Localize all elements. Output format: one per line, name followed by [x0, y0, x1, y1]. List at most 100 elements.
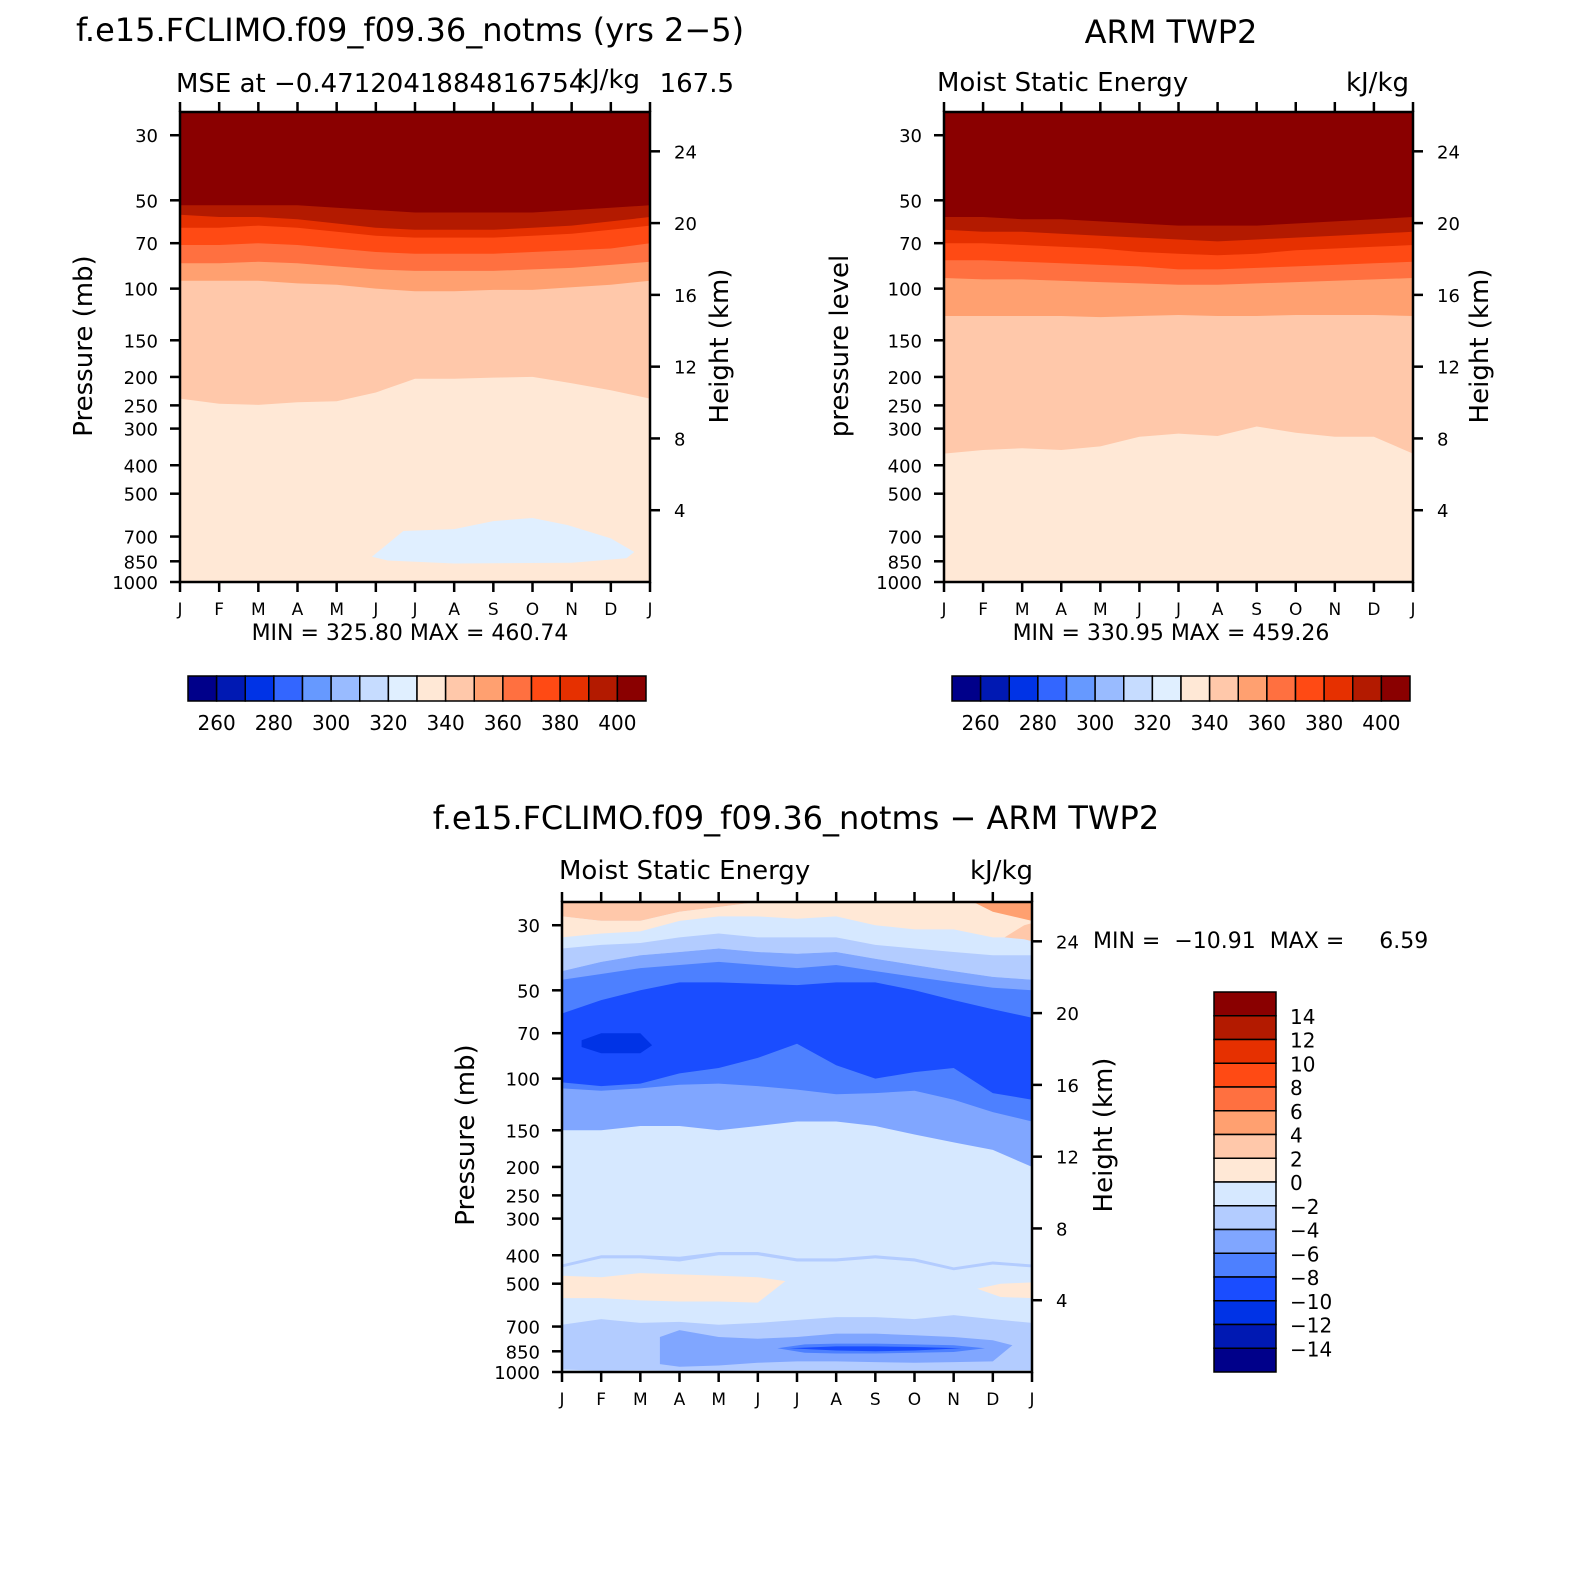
x-tick-label: J	[940, 600, 946, 620]
colorbar-label: 380	[1305, 711, 1343, 735]
colorbar-label: 360	[484, 711, 522, 735]
y-tick-label: 500	[506, 1275, 540, 1296]
panel-obs-ylabel: pressure level	[825, 255, 855, 437]
panel-model-ylabel-right: Height (km)	[705, 269, 735, 424]
plot-fill	[562, 902, 1032, 1372]
x-tick-label: A	[448, 600, 460, 620]
plot-frame	[934, 102, 1423, 592]
height-tick-label: 8	[674, 429, 685, 450]
colorbar-cell	[473, 675, 504, 702]
x-tick-label: D	[986, 1390, 999, 1410]
colorbar-cell	[1151, 675, 1182, 702]
panel-model-stats: MIN = 325.80 MAX = 460.74	[252, 621, 569, 646]
x-tick-label: J	[411, 600, 417, 620]
y-tick-label: 150	[888, 331, 922, 352]
colorbar-label: −12	[1290, 1314, 1332, 1338]
colorbar-cell	[416, 675, 447, 702]
y-tick-label: 50	[899, 191, 922, 212]
contour-band	[562, 1273, 786, 1303]
x-tick-label: J	[176, 600, 182, 620]
colorbar-cell	[559, 675, 590, 702]
colorbar-cell	[1065, 675, 1096, 702]
x-tick-label: J	[1175, 600, 1181, 620]
contour-band	[562, 902, 1032, 938]
x-tick-label: N	[947, 1390, 960, 1410]
panel-difference-stats: MIN = −10.91 MAX = 6.59	[1093, 929, 1428, 954]
x-tick-label: M	[711, 1390, 726, 1410]
height-tick-label: 24	[674, 142, 697, 163]
height-tick-label: 16	[1056, 1076, 1079, 1097]
plot-frame	[170, 102, 660, 592]
contour-band	[562, 933, 1032, 980]
panel-model-title: f.e15.FCLIMO.f09_f09.36_notms (yrs 2−5)	[76, 11, 744, 49]
colorbar-label: 300	[312, 711, 350, 735]
x-tick-label: J	[372, 600, 378, 620]
colorbar-label: −10	[1290, 1290, 1332, 1314]
contour-band	[562, 982, 1032, 1100]
colorbar-label: −4	[1290, 1219, 1319, 1243]
colorbar-label: 340	[427, 711, 465, 735]
colorbar-label: 320	[369, 711, 407, 735]
x-tick-label: A	[1212, 600, 1224, 620]
colorbar-label: 300	[1076, 711, 1114, 735]
height-tick-label: 12	[1437, 358, 1460, 379]
colorbar-label: 400	[1362, 711, 1400, 735]
colorbar-cell	[330, 675, 361, 702]
y-tick-label: 100	[124, 280, 158, 301]
height-tick-label: 4	[1056, 1291, 1067, 1312]
panel-model-subtitle-left: MSE at −0.4712041884816754	[176, 69, 585, 99]
contour-band	[789, 1346, 962, 1352]
panel-model-subtitle-units: kJ/kg	[577, 65, 640, 95]
colorbar-cell	[301, 675, 332, 702]
y-tick-label: 70	[135, 234, 158, 255]
colorbar-cell	[616, 675, 647, 702]
x-tick-label: J	[754, 1390, 760, 1410]
height-tick-label: 20	[1056, 1004, 1079, 1025]
contour-band	[977, 1282, 1032, 1299]
colorbar-cell	[444, 675, 475, 702]
colorbar-cell	[1380, 675, 1411, 702]
x-tick-label: J	[1028, 1390, 1034, 1410]
y-tick-label: 100	[506, 1070, 540, 1091]
x-tick-label: D	[604, 600, 617, 620]
height-tick-label: 20	[674, 214, 697, 235]
colorbar-cell	[187, 675, 218, 702]
colorbar-cell	[1352, 675, 1383, 702]
colorbar-cell	[1213, 1157, 1277, 1183]
x-tick-label: F	[596, 1390, 606, 1410]
y-tick-label: 850	[506, 1342, 540, 1363]
colorbar-cell	[215, 675, 246, 702]
height-tick-label: 16	[1437, 286, 1460, 307]
colorbar-label: 2	[1290, 1147, 1303, 1171]
y-tick-label: 300	[124, 420, 158, 441]
colorbar-label: 280	[1019, 711, 1057, 735]
panel-difference-ylabel: Pressure (mb)	[451, 1044, 481, 1225]
colorbar-cell	[359, 675, 390, 702]
x-tick-label: J	[1409, 600, 1415, 620]
x-tick-label: S	[488, 600, 499, 620]
x-tick-label: A	[292, 600, 304, 620]
colorbar-cell	[1323, 675, 1354, 702]
contour-band	[581, 1033, 653, 1054]
colorbar-cell	[1213, 1205, 1277, 1231]
colorbar-label: −6	[1290, 1242, 1319, 1266]
colorbar-cell	[1037, 675, 1068, 702]
y-tick-label: 70	[899, 234, 922, 255]
colorbar-cell	[273, 675, 304, 702]
y-tick-label: 1000	[112, 573, 158, 594]
y-tick-label: 300	[506, 1210, 540, 1231]
colorbar-cell	[1213, 1181, 1277, 1207]
y-tick-label: 300	[888, 420, 922, 441]
contour-band	[180, 112, 650, 213]
colorbar-cell	[387, 675, 418, 702]
x-tick-label: F	[214, 600, 224, 620]
y-tick-label: 200	[888, 368, 922, 389]
y-tick-label: 400	[124, 456, 158, 477]
x-tick-label: J	[558, 1390, 564, 1410]
height-tick-label: 4	[1437, 501, 1448, 522]
panel-obs-title: ARM TWP2	[1085, 13, 1258, 51]
x-tick-label: M	[1093, 600, 1108, 620]
colorbar-label: −2	[1290, 1195, 1319, 1219]
colorbar-cell	[1208, 675, 1239, 702]
